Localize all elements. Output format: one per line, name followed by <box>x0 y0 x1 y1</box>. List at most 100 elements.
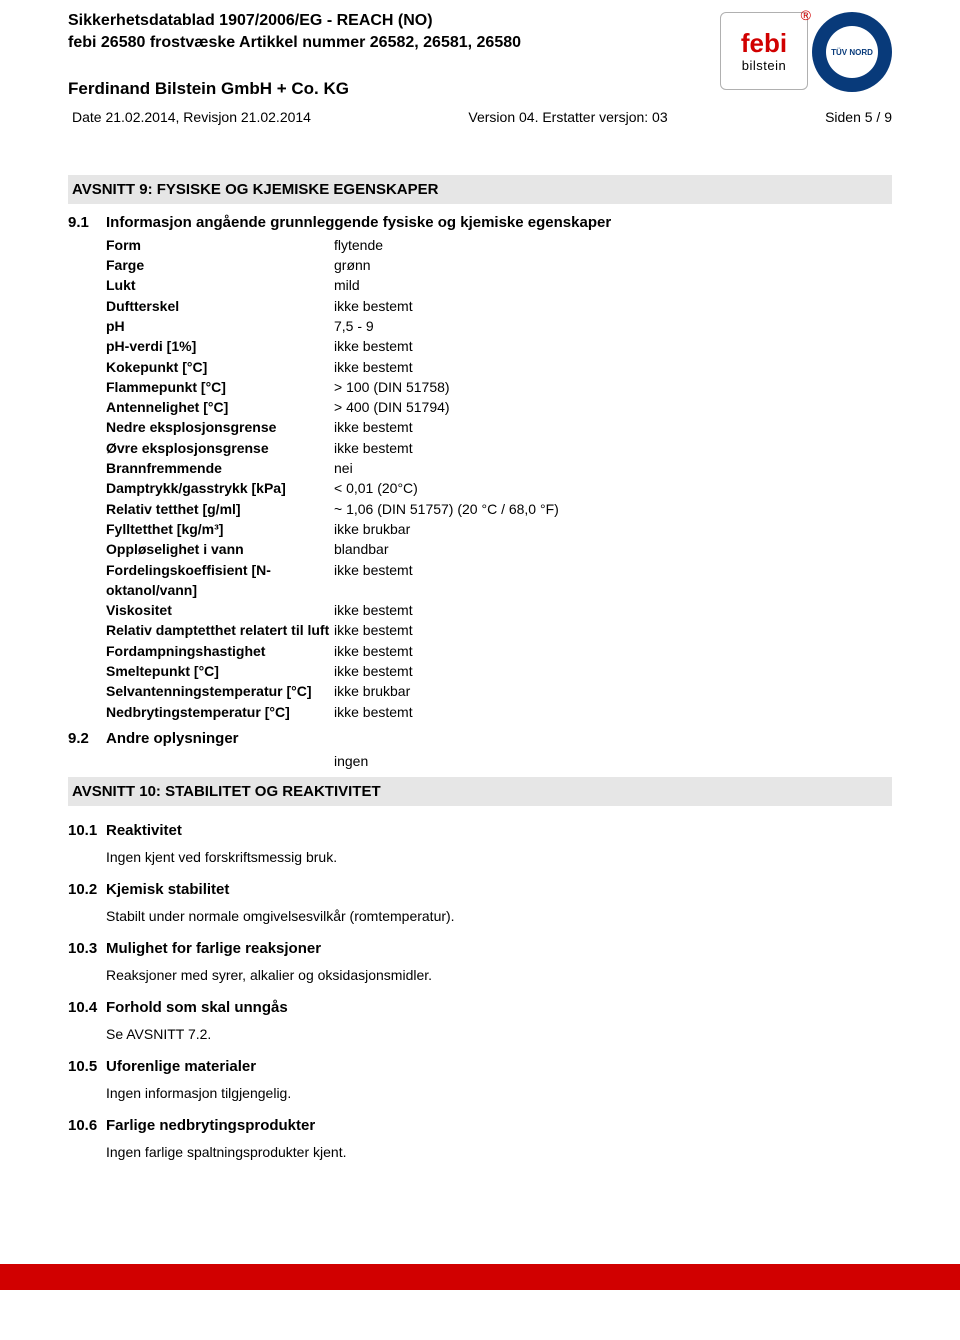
property-value: > 400 (DIN 51794) <box>334 397 450 417</box>
tuv-nord-inner: TÜV NORD <box>826 26 878 78</box>
property-label: Relativ damptetthet relatert til luft <box>106 620 334 640</box>
table-row: Fylltetthet [kg/m³]ikke brukbar <box>106 519 892 539</box>
header-meta-row: Date 21.02.2014, Revisjon 21.02.2014 Ver… <box>68 109 892 125</box>
table-row: Damptrykk/gasstrykk [kPa]< 0,01 (20°C) <box>106 478 892 498</box>
property-value: ikke bestemt <box>334 336 413 356</box>
header-text-block: Sikkerhetsdatablad 1907/2006/EG - REACH … <box>68 10 718 99</box>
property-label: Damptrykk/gasstrykk [kPa] <box>106 478 334 498</box>
property-label: Fordelingskoeffisient [N-oktanol/vann] <box>106 560 334 601</box>
table-row: Brannfremmendenei <box>106 458 892 478</box>
table-row: Antennelighet [°C]> 400 (DIN 51794) <box>106 397 892 417</box>
property-label: Antennelighet [°C] <box>106 397 334 417</box>
subsection-body: Reaksjoner med syrer, alkalier og oksida… <box>106 967 892 983</box>
subsection-heading: 10.6Farlige nedbrytingsprodukter <box>68 1117 892 1134</box>
property-label: Viskositet <box>106 600 334 620</box>
property-value: > 100 (DIN 51758) <box>334 377 450 397</box>
property-value: < 0,01 (20°C) <box>334 478 418 498</box>
property-label: Flammepunkt [°C] <box>106 377 334 397</box>
property-label: Form <box>106 235 334 255</box>
table-row: Selvantenningstemperatur [°C]ikke brukba… <box>106 681 892 701</box>
febi-logo-text: febi <box>741 30 787 56</box>
table-row: Duftterskelikke bestemt <box>106 296 892 316</box>
subsection-heading: 10.4Forhold som skal unngås <box>68 999 892 1016</box>
table-row: Nedre eksplosjonsgrenseikke bestemt <box>106 417 892 437</box>
table-row: Relativ tetthet [g/ml]~ 1,06 (DIN 51757)… <box>106 499 892 519</box>
page: Sikkerhetsdatablad 1907/2006/EG - REACH … <box>0 0 960 1340</box>
property-value: nei <box>334 458 353 478</box>
property-label: Smeltepunkt [°C] <box>106 661 334 681</box>
subsection-heading: 10.5Uforenlige materialer <box>68 1058 892 1075</box>
property-value: ikke bestemt <box>334 417 413 437</box>
table-row: ingen <box>106 751 892 771</box>
property-value: 7,5 - 9 <box>334 316 374 336</box>
property-value: ikke bestemt <box>334 357 413 377</box>
subsection-title: Reaktivitet <box>106 822 892 839</box>
version-text: Version 04. Erstatter versjon: 03 <box>468 109 667 125</box>
subsection-title: Farlige nedbrytingsprodukter <box>106 1117 892 1134</box>
subsection-body: Ingen farlige spaltningsprodukter kjent. <box>106 1144 892 1160</box>
subsection-body: Ingen informasjon tilgjengelig. <box>106 1085 892 1101</box>
subsection-number: 10.6 <box>68 1117 106 1134</box>
table-row: Fordelingskoeffisient [N-oktanol/vann]ik… <box>106 560 892 601</box>
property-label: Brannfremmende <box>106 458 334 478</box>
property-value: ikke bestemt <box>334 438 413 458</box>
subsection-number: 10.2 <box>68 881 106 898</box>
table-row: pH7,5 - 9 <box>106 316 892 336</box>
footer-red-bar <box>0 1264 960 1290</box>
subsection-number: 9.1 <box>68 214 106 231</box>
febi-logo-icon: ® febi bilstein <box>720 12 808 90</box>
property-label: Lukt <box>106 275 334 295</box>
subsection-title: Informasjon angående grunnleggende fysis… <box>106 214 892 231</box>
registered-mark: ® <box>801 7 811 23</box>
section-9-heading: AVSNITT 9: FYSISKE OG KJEMISKE EGENSKAPE… <box>68 175 892 204</box>
header: Sikkerhetsdatablad 1907/2006/EG - REACH … <box>0 10 960 125</box>
subsection-heading: 10.2Kjemisk stabilitet <box>68 881 892 898</box>
property-value: ikke bestemt <box>334 296 413 316</box>
subsection-heading: 10.1Reaktivitet <box>68 822 892 839</box>
subsection-9-2-heading: 9.2 Andre oplysninger <box>68 730 892 747</box>
property-value: flytende <box>334 235 383 255</box>
property-label: Duftterskel <box>106 296 334 316</box>
property-label: Nedbrytingstemperatur [°C] <box>106 702 334 722</box>
property-label: pH <box>106 316 334 336</box>
tuv-nord-logo-icon: TÜV NORD <box>812 12 892 92</box>
property-label: Nedre eksplosjonsgrense <box>106 417 334 437</box>
table-row: pH-verdi [1%]ikke bestemt <box>106 336 892 356</box>
property-value: blandbar <box>334 539 389 559</box>
subsection-number: 10.3 <box>68 940 106 957</box>
property-label <box>106 751 334 771</box>
other-info-table: ingen <box>106 751 892 771</box>
property-value: ikke bestemt <box>334 620 413 640</box>
section-10-body: 10.1Reaktivitet Ingen kjent ved forskrift… <box>68 822 892 1160</box>
property-value: ~ 1,06 (DIN 51757) (20 °C / 68,0 °F) <box>334 499 559 519</box>
section-10-heading: AVSNITT 10: STABILITET OG REAKTIVITET <box>68 777 892 806</box>
property-label: Kokepunkt [°C] <box>106 357 334 377</box>
property-label: Øvre eksplosjonsgrense <box>106 438 334 458</box>
table-row: Relativ damptetthet relatert til luftikk… <box>106 620 892 640</box>
subsection-number: 10.1 <box>68 822 106 839</box>
bilstein-logo-text: bilstein <box>742 58 786 73</box>
property-value: mild <box>334 275 360 295</box>
property-value: ikke bestemt <box>334 560 413 601</box>
subsection-title: Uforenlige materialer <box>106 1058 892 1075</box>
property-label: Farge <box>106 255 334 275</box>
subsection-number: 9.2 <box>68 730 106 747</box>
subsection-title: Mulighet for farlige reaksjoner <box>106 940 892 957</box>
property-label: Fylltetthet [kg/m³] <box>106 519 334 539</box>
table-row: Øvre eksplosjonsgrenseikke bestemt <box>106 438 892 458</box>
property-value: ingen <box>334 751 368 771</box>
table-row: Fordampningshastighetikke bestemt <box>106 641 892 661</box>
document-title: Sikkerhetsdatablad 1907/2006/EG - REACH … <box>68 10 718 32</box>
subsection-title: Kjemisk stabilitet <box>106 881 892 898</box>
subsection-number: 10.5 <box>68 1058 106 1075</box>
document-subtitle: febi 26580 frostvæske Artikkel nummer 26… <box>68 32 718 54</box>
property-value: ikke bestemt <box>334 641 413 661</box>
subsection-body: Ingen kjent ved forskriftsmessig bruk. <box>106 849 892 865</box>
table-row: Nedbrytingstemperatur [°C]ikke bestemt <box>106 702 892 722</box>
page-number: Siden 5 / 9 <box>825 109 892 125</box>
table-row: Viskositetikke bestemt <box>106 600 892 620</box>
property-value: ikke bestemt <box>334 600 413 620</box>
property-value: ikke bestemt <box>334 661 413 681</box>
property-label: pH-verdi [1%] <box>106 336 334 356</box>
table-row: Oppløselighet i vannblandbar <box>106 539 892 559</box>
